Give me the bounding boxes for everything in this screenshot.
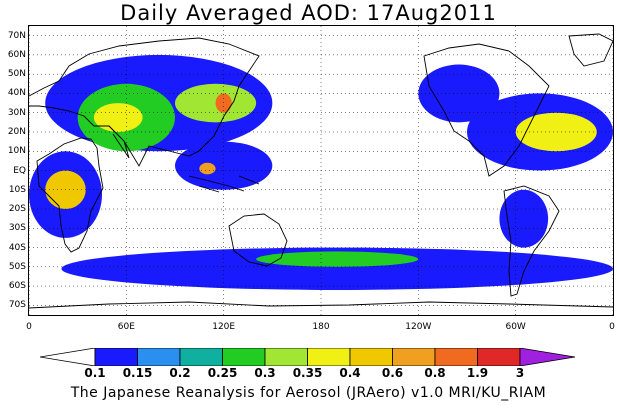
colorbar-swatch xyxy=(264,348,308,366)
aod-map-canvas xyxy=(29,26,613,315)
lat-label: 30N xyxy=(7,107,26,118)
colorbar-tick-label: 0.25 xyxy=(207,366,238,380)
colorbar-swatch xyxy=(179,348,223,366)
colorbar-swatch xyxy=(307,348,351,366)
aod-region-13 xyxy=(256,251,419,267)
colorbar-tick-label: 0.6 xyxy=(381,366,404,380)
lat-label: 40N xyxy=(7,88,26,99)
colorbar-swatch xyxy=(349,348,393,366)
aod-map xyxy=(28,25,614,316)
colorbar-tick-label: 0.2 xyxy=(169,366,191,380)
lat-label: 20S xyxy=(8,204,26,215)
aod-region-8 xyxy=(199,162,216,175)
colorbar xyxy=(40,348,576,366)
south-america-outline xyxy=(503,185,560,297)
colorbar-low-triangle xyxy=(40,348,96,366)
lon-label: 0 xyxy=(609,322,615,332)
colorbar-high-triangle xyxy=(519,348,576,366)
lat-label: 60S xyxy=(8,281,26,292)
colorbar-swatch xyxy=(94,348,138,366)
credit-line: The Japanese Reanalysis for Aerosol (JRA… xyxy=(70,385,547,401)
aod-region-10 xyxy=(515,112,597,152)
colorbar-tick-label: 0.15 xyxy=(122,366,153,380)
aod-region-6 xyxy=(215,93,232,113)
india-outline xyxy=(108,125,130,159)
colorbar-tick-label: 0.4 xyxy=(339,366,361,380)
colorbar-tick-label: 1.9 xyxy=(466,366,489,380)
lat-label: 60N xyxy=(7,49,26,60)
map-title: Daily Averaged AOD: 17Aug2011 xyxy=(120,1,497,25)
aod-shading-layer xyxy=(29,54,613,290)
antarctica-outline xyxy=(29,301,613,309)
lon-label: 180 xyxy=(312,322,330,332)
lat-label: 20N xyxy=(7,126,26,137)
lon-label: 60W xyxy=(505,322,526,332)
lat-label: EQ xyxy=(13,165,26,176)
australia-outline xyxy=(228,213,288,267)
graticule-layer xyxy=(29,26,613,315)
lat-label: 70N xyxy=(7,30,26,41)
colorbar-tick-label: 0.8 xyxy=(424,366,446,380)
maritime-continent-outline xyxy=(188,175,260,193)
lat-label: 50N xyxy=(7,69,26,80)
colorbar-swatch xyxy=(434,348,478,366)
africa-outline xyxy=(36,137,104,253)
aod-region-7 xyxy=(175,141,273,190)
colorbar-swatch xyxy=(477,348,521,366)
colorbar-tick-label: 0.35 xyxy=(292,366,323,380)
lon-label: 60E xyxy=(117,322,135,332)
eurasia-outline xyxy=(29,37,260,167)
lon-label: 120W xyxy=(405,322,432,332)
aod-region-12 xyxy=(61,247,613,290)
lat-label: 10N xyxy=(7,146,26,157)
aod-region-2 xyxy=(93,103,143,132)
lat-label: 50S xyxy=(8,261,26,272)
lat-label: 10S xyxy=(8,184,26,195)
coastline-layer xyxy=(29,33,613,309)
aod-region-14 xyxy=(499,189,549,248)
greenland-outline xyxy=(568,33,613,67)
aod-region-5 xyxy=(175,83,257,123)
lat-label: 30S xyxy=(8,223,26,234)
lon-label: 0 xyxy=(26,322,32,332)
colorbar-tick-label: 3 xyxy=(515,366,525,380)
colorbar-tick-label: 0.1 xyxy=(84,366,106,380)
colorbar-swatch xyxy=(392,348,436,366)
aod-region-11 xyxy=(418,64,500,123)
lon-label: 120E xyxy=(212,322,236,332)
lat-label: 40S xyxy=(8,242,26,253)
lat-label: 70S xyxy=(8,300,26,311)
colorbar-swatch xyxy=(137,348,181,366)
colorbar-swatch xyxy=(222,348,266,366)
colorbar-tick-label: 0.3 xyxy=(254,366,276,380)
north-america-outline xyxy=(423,43,550,177)
